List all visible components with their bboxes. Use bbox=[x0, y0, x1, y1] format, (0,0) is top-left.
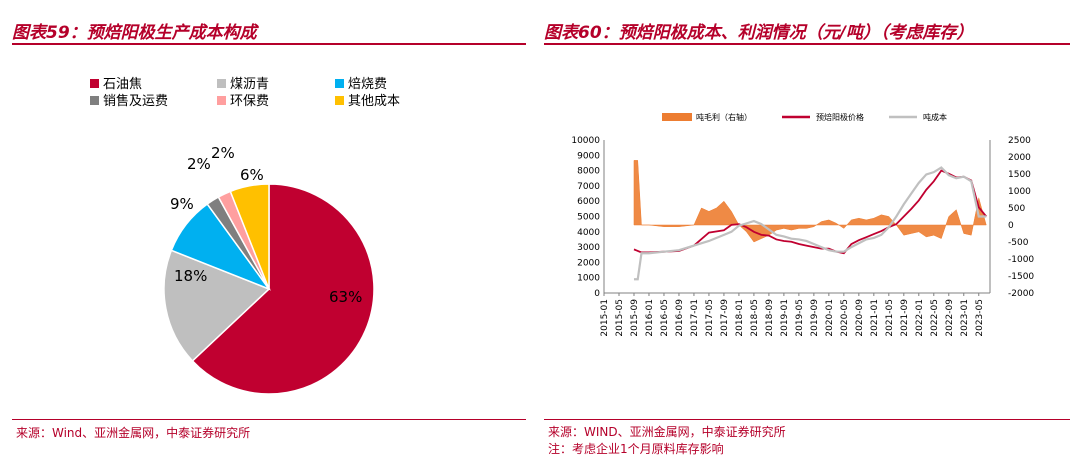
x-tick-label: 2020-05 bbox=[840, 299, 850, 337]
legend-label: 石油焦 bbox=[103, 77, 142, 92]
legend-label: 预焙阳极价格 bbox=[816, 112, 864, 122]
x-tick-label: 2021-01 bbox=[870, 299, 880, 337]
y-left-tick-label: 9000 bbox=[577, 151, 600, 161]
legend-swatch bbox=[217, 96, 226, 105]
anode-price-line bbox=[633, 169, 987, 255]
pie-data-label: 2% bbox=[211, 144, 235, 162]
y-left-tick-label: 10000 bbox=[571, 136, 600, 146]
y-left-tick-label: 2000 bbox=[577, 258, 600, 268]
x-tick-label: 2015-05 bbox=[615, 299, 625, 337]
unit-cost-line bbox=[633, 166, 987, 281]
title-rule bbox=[12, 43, 526, 45]
y-left-tick-label: 3000 bbox=[577, 243, 600, 253]
pie-slice bbox=[191, 183, 375, 395]
pie-data-label: 9% bbox=[170, 195, 194, 213]
x-tick-label: 2023-01 bbox=[960, 299, 970, 337]
y-left-tick-label: 8000 bbox=[577, 167, 600, 177]
left-source-text: 来源：Wind、亚洲金属网，中泰证券研究所 bbox=[16, 426, 251, 440]
x-tick-label: 2022-09 bbox=[945, 299, 955, 337]
x-tick-label: 2019-01 bbox=[780, 299, 790, 337]
y-left-tick-label: 0 bbox=[594, 289, 600, 299]
y-right-tick-label: -500 bbox=[1008, 238, 1029, 248]
x-tick-label: 2015-01 bbox=[600, 299, 610, 337]
y-right-tick-label: 0 bbox=[1008, 221, 1014, 231]
pie-data-label: 6% bbox=[240, 166, 264, 184]
x-tick-label: 2017-01 bbox=[690, 299, 700, 337]
y-left-tick-label: 6000 bbox=[577, 197, 600, 207]
y-right-tick-label: 1500 bbox=[1008, 170, 1031, 180]
figure-59-title: 图表59：预焙阳极生产成本构成 bbox=[12, 23, 257, 43]
left-figure-panel: 图表59：预焙阳极生产成本构成 石油焦 煤沥青 焙烧费销售及运费 环保费 其他成本 63%… bbox=[12, 0, 526, 461]
title-rule bbox=[544, 43, 1070, 45]
y-right-tick-label: -1500 bbox=[1008, 272, 1034, 282]
x-tick-label: 2019-05 bbox=[795, 299, 805, 337]
legend-swatch bbox=[335, 79, 344, 88]
y-left-tick-label: 4000 bbox=[577, 228, 600, 238]
figure-60-title: 图表60：预焙阳极成本、利润情况（元/吨）（考虑库存） bbox=[544, 23, 974, 43]
source-rule bbox=[544, 419, 1070, 420]
x-tick-label: 2020-09 bbox=[855, 299, 865, 337]
legend-swatch bbox=[90, 79, 99, 88]
right-source-text: 来源：WIND、亚洲金属网，中泰证券研究所 bbox=[548, 425, 786, 439]
pie-data-label: 2% bbox=[187, 155, 211, 173]
x-tick-label: 2019-09 bbox=[810, 299, 820, 337]
right-figure-panel: 图表60：预焙阳极成本、利润情况（元/吨）（考虑库存） 吨毛利（右轴） 预焙阳极价… bbox=[544, 0, 1070, 461]
legend-label: 环保费 bbox=[230, 94, 269, 109]
y-right-tick-label: -2000 bbox=[1008, 289, 1034, 299]
x-tick-label: 2018-09 bbox=[765, 299, 775, 337]
y-right-tick-label: 2000 bbox=[1008, 153, 1031, 163]
pie-data-label: 63% bbox=[329, 288, 362, 306]
x-tick-label: 2023-05 bbox=[975, 299, 985, 337]
y-right-tick-label: 500 bbox=[1008, 204, 1025, 214]
legend-swatch bbox=[90, 96, 99, 105]
pie-data-label: 18% bbox=[174, 267, 207, 285]
y-right-tick-label: -1000 bbox=[1008, 255, 1034, 265]
x-tick-label: 2015-09 bbox=[630, 299, 640, 337]
y-right-tick-label: 1000 bbox=[1008, 187, 1031, 197]
y-right-tick-label: 2500 bbox=[1008, 136, 1031, 146]
legend-label: 吨成本 bbox=[923, 112, 947, 122]
x-tick-label: 2022-05 bbox=[930, 299, 940, 337]
x-tick-label: 2018-01 bbox=[735, 299, 745, 337]
legend-swatch bbox=[662, 113, 692, 121]
x-tick-label: 2016-01 bbox=[645, 299, 655, 337]
gross-profit-area bbox=[633, 160, 987, 243]
x-tick-label: 2016-05 bbox=[660, 299, 670, 337]
legend-label: 其他成本 bbox=[348, 94, 400, 109]
legend-label: 销售及运费 bbox=[103, 93, 168, 109]
x-tick-label: 2016-09 bbox=[675, 299, 685, 337]
legend-swatch bbox=[335, 96, 344, 105]
y-left-tick-label: 5000 bbox=[577, 213, 600, 223]
cost-profit-line-chart: 吨毛利（右轴） 预焙阳极价格 吨成本010002000300040005000600… bbox=[571, 112, 1034, 337]
source-rule bbox=[12, 419, 526, 420]
pie-slice bbox=[163, 249, 271, 362]
x-tick-label: 2020-01 bbox=[825, 299, 835, 337]
right-note-text: 注：考虑企业1个月原料库存影响 bbox=[548, 442, 724, 456]
x-tick-label: 2022-01 bbox=[915, 299, 925, 337]
x-tick-label: 2018-05 bbox=[750, 299, 760, 337]
y-left-tick-label: 7000 bbox=[577, 182, 600, 192]
legend-label: 吨毛利（右轴） bbox=[696, 112, 752, 122]
pie-slice bbox=[229, 183, 270, 290]
legend-label: 煤沥青 bbox=[230, 77, 269, 92]
y-left-tick-label: 1000 bbox=[577, 274, 600, 284]
x-tick-label: 2017-09 bbox=[720, 299, 730, 337]
legend-swatch bbox=[217, 79, 226, 88]
x-tick-label: 2021-09 bbox=[900, 299, 910, 337]
x-tick-label: 2021-05 bbox=[885, 299, 895, 337]
legend-label: 焙烧费 bbox=[348, 77, 387, 92]
x-tick-label: 2017-05 bbox=[705, 299, 715, 337]
